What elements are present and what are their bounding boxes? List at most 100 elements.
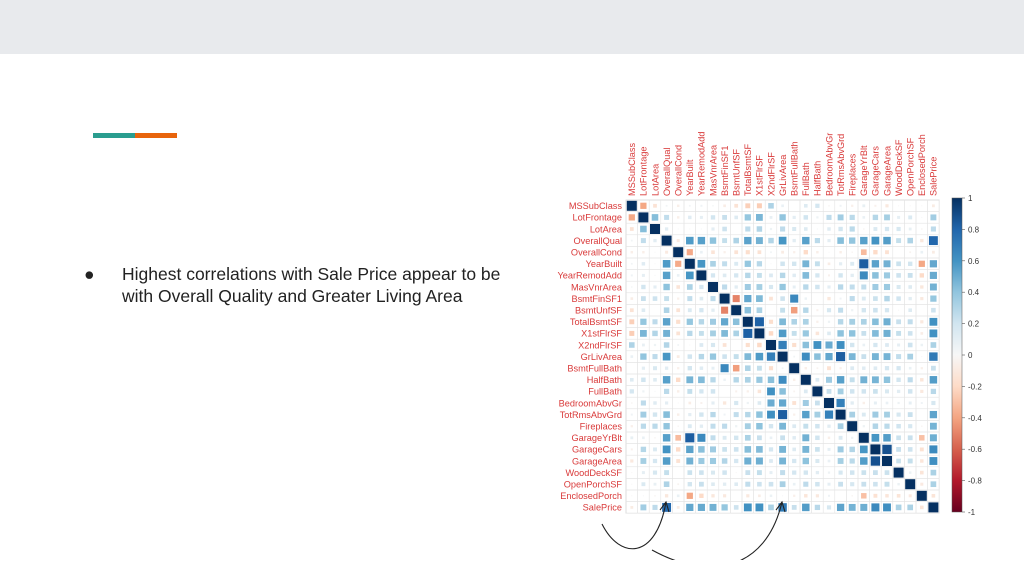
corr-square bbox=[640, 400, 646, 406]
row-label: FullBath bbox=[588, 387, 622, 397]
corr-square bbox=[837, 330, 844, 337]
corr-square bbox=[778, 340, 787, 350]
corr-square bbox=[745, 250, 750, 255]
corr-square bbox=[919, 470, 924, 475]
row-label: TotalBsmtSF bbox=[570, 317, 622, 327]
corr-square bbox=[814, 238, 820, 244]
corr-square bbox=[757, 342, 762, 348]
corr-square bbox=[800, 374, 811, 385]
corr-square bbox=[929, 457, 938, 465]
corr-square bbox=[653, 377, 657, 382]
corr-square bbox=[733, 377, 739, 383]
corr-square bbox=[896, 330, 902, 336]
corr-square bbox=[802, 457, 810, 465]
corr-square bbox=[920, 367, 923, 370]
corr-square bbox=[661, 235, 672, 246]
corr-square bbox=[897, 482, 900, 486]
corr-square bbox=[883, 272, 891, 279]
row-label: GarageArea bbox=[572, 456, 623, 466]
corr-square bbox=[735, 425, 738, 428]
corr-square bbox=[861, 412, 866, 417]
corr-square bbox=[640, 238, 646, 244]
corr-square bbox=[640, 458, 647, 464]
colorbar-tick-label: -0.2 bbox=[968, 382, 982, 391]
corr-square bbox=[839, 367, 842, 370]
corr-square bbox=[850, 401, 854, 405]
corr-square bbox=[756, 446, 763, 453]
colorbar-tick-label: 0 bbox=[968, 351, 973, 360]
corr-square bbox=[919, 505, 924, 510]
corr-square bbox=[699, 481, 704, 487]
corr-square bbox=[768, 447, 774, 452]
corr-square bbox=[744, 294, 752, 303]
corr-square bbox=[653, 285, 657, 289]
corr-square bbox=[883, 503, 891, 512]
corr-square bbox=[754, 317, 764, 327]
column-label: OverallCond bbox=[674, 145, 684, 196]
column-label: BsmtFullBath bbox=[790, 141, 800, 196]
corr-square bbox=[929, 260, 938, 268]
corr-square bbox=[631, 495, 633, 497]
corr-square bbox=[883, 318, 891, 326]
corr-square bbox=[687, 330, 693, 337]
column-label: TotRmsAbvGrd bbox=[836, 134, 846, 196]
corr-square bbox=[803, 307, 809, 313]
corr-square bbox=[628, 214, 635, 221]
corr-square bbox=[871, 353, 879, 361]
corr-square bbox=[837, 319, 844, 325]
row-label: YearBuilt bbox=[586, 259, 623, 269]
corr-square bbox=[721, 306, 729, 314]
corr-square bbox=[825, 341, 833, 349]
corr-square bbox=[871, 433, 880, 442]
corr-square bbox=[733, 354, 739, 360]
corr-square bbox=[884, 214, 890, 221]
corr-square bbox=[662, 260, 671, 268]
corr-square bbox=[745, 365, 751, 371]
corr-square bbox=[836, 376, 845, 384]
corr-square bbox=[862, 425, 865, 428]
corr-square bbox=[835, 409, 846, 420]
corr-square bbox=[641, 471, 645, 475]
corr-square bbox=[722, 354, 727, 359]
corr-square bbox=[734, 285, 738, 289]
corr-square bbox=[630, 355, 634, 358]
corr-square bbox=[920, 389, 924, 393]
corr-square bbox=[721, 504, 728, 511]
corr-square bbox=[920, 285, 924, 289]
corr-square bbox=[723, 494, 727, 498]
corr-square bbox=[908, 296, 912, 301]
corr-square bbox=[687, 482, 692, 487]
corr-square bbox=[663, 329, 671, 337]
corr-square bbox=[734, 203, 739, 208]
corr-square bbox=[907, 435, 913, 441]
corr-square bbox=[793, 355, 796, 358]
corr-square bbox=[662, 271, 671, 280]
corr-square bbox=[836, 503, 845, 512]
corr-square bbox=[744, 236, 752, 245]
column-label: GarageYrBlt bbox=[859, 145, 869, 196]
corr-square bbox=[722, 343, 727, 347]
corr-square bbox=[836, 398, 845, 408]
corr-square bbox=[709, 503, 717, 511]
corr-square bbox=[664, 470, 670, 476]
corr-square bbox=[792, 285, 796, 289]
corr-square bbox=[909, 251, 912, 254]
column-label: OverallQual bbox=[662, 147, 672, 196]
corr-square bbox=[652, 504, 658, 510]
corr-square bbox=[861, 296, 866, 301]
row-label: GrLivArea bbox=[581, 352, 623, 362]
corr-square bbox=[709, 457, 717, 465]
corr-square bbox=[929, 317, 938, 326]
corr-square bbox=[687, 470, 693, 475]
corr-square bbox=[928, 236, 938, 246]
corr-square bbox=[756, 365, 762, 371]
corr-square bbox=[802, 341, 810, 349]
corr-square bbox=[676, 494, 680, 498]
colorbar-tick-label: 0.6 bbox=[968, 257, 980, 266]
corr-square bbox=[884, 470, 890, 475]
column-label: YearRemodAdd bbox=[697, 131, 707, 196]
corr-square bbox=[767, 410, 775, 419]
corr-square bbox=[744, 446, 752, 453]
corr-square bbox=[792, 470, 797, 475]
corr-square bbox=[930, 342, 937, 348]
